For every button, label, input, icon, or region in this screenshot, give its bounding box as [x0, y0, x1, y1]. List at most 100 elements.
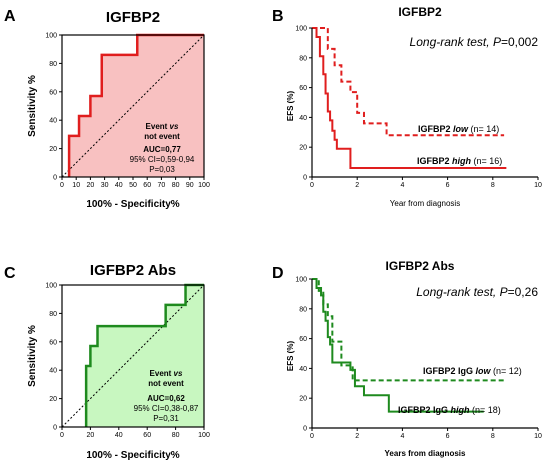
km-curve-b-low [312, 27, 505, 137]
panel-b: B IGFBP2 Long-rank test, P=0,002 0 2 4 6 8 10… [272, 5, 542, 208]
chart-title-c: IGFBP2 Abs [90, 262, 176, 279]
x-tick-label-a: 60 [143, 182, 151, 189]
panel-d: D IGFBP2 Abs Long-rank test, P=0,26 0 2 4 6… [272, 259, 542, 458]
y-tick-label-b: 40 [299, 115, 307, 122]
roc-curve-c [84, 283, 204, 427]
x-tick-label-d: 4 [400, 433, 404, 440]
annotation-a-line1: Event vs [146, 122, 179, 131]
y-tick-label-b: 0 [303, 174, 307, 181]
y-tick-label-d: 20 [299, 396, 307, 403]
y-tick-label-d: 0 [303, 425, 307, 432]
y-tick-label-d: 40 [299, 366, 307, 373]
y-axis-label-c: Sensitivity % [27, 325, 38, 387]
annotation-a: Event vs not event AUC=0,77 95% CI=0,59-… [130, 122, 195, 174]
x-tick-label-a: 50 [129, 182, 137, 189]
roc-curve-a [67, 33, 204, 177]
x-tick-label-a: 30 [101, 182, 109, 189]
legend-b-high: IGFBP2 high (n= 16) [417, 156, 502, 166]
axes-c: 0 20 40 60 80 100 0 20 40 60 80 100 [45, 282, 210, 439]
x-tick-label-c: 20 [87, 432, 95, 439]
panel-letter-b: B [272, 8, 284, 25]
x-tick-label-d: 0 [310, 433, 314, 440]
y-tick-label-a: 20 [49, 146, 57, 153]
x-tick-label-c: 40 [115, 432, 123, 439]
y-tick-label-b: 80 [299, 55, 307, 62]
x-axis-label-c: 100% - Specificity% [86, 450, 179, 461]
annotation-c-line1: Event vs [150, 369, 183, 378]
x-tick-label-d: 6 [446, 433, 450, 440]
annotation-c-line2: not event [148, 379, 184, 388]
roc-fill-c [86, 285, 204, 427]
chart-title-d: IGFBP2 Abs [386, 259, 455, 273]
reference-diagonal-a [61, 34, 205, 178]
legend-d-low: IGFBP2 IgG low (n= 12) [423, 366, 522, 376]
annotation-a-line2: not event [144, 132, 180, 141]
auc-a: AUC=0,77 [143, 145, 181, 154]
y-tick-label-a: 60 [49, 89, 57, 96]
panel-letter-c: C [4, 265, 16, 282]
y-tick-label-c: 100 [45, 282, 57, 289]
x-tick-label-c: 80 [172, 432, 180, 439]
x-tick-label-a: 70 [158, 182, 166, 189]
km-curve-d-high [312, 278, 484, 413]
x-tick-label-a: 10 [72, 182, 80, 189]
ci-a: 95% CI=0,59-0,94 [130, 155, 195, 164]
axes-a: 0 10 20 30 40 50 60 70 80 90 100 0 20 40 60 80 100 [45, 32, 210, 189]
test-label-d: Long-rank test, P=0,26 [416, 285, 538, 299]
y-axis-label-d: EFS (%) [286, 341, 295, 372]
y-axis-label-a: Sensitivity % [27, 75, 38, 137]
plot-frame-c [61, 284, 205, 428]
x-tick-label-b: 8 [491, 182, 495, 189]
km-curve-d-low [312, 278, 507, 382]
y-tick-label-c: 40 [49, 368, 57, 375]
y-tick-label-c: 60 [49, 339, 57, 346]
x-tick-label-a: 20 [87, 182, 95, 189]
x-tick-label-b: 2 [355, 182, 359, 189]
x-tick-label-a: 40 [115, 182, 123, 189]
chart-title-b: IGFBP2 [398, 5, 442, 19]
x-tick-label-b: 4 [400, 182, 404, 189]
y-tick-label-a: 100 [45, 32, 57, 39]
x-tick-label-a: 80 [172, 182, 180, 189]
x-tick-label-c: 100 [198, 432, 210, 439]
x-tick-label-d: 2 [355, 433, 359, 440]
x-tick-label-c: 60 [143, 432, 151, 439]
test-label-b: Long-rank test, P=0,002 [410, 35, 539, 49]
km-curve-b-high [312, 27, 507, 170]
x-axis-label-d: Years from diagnosis [385, 449, 466, 458]
x-tick-label-a: 90 [186, 182, 194, 189]
y-tick-label-d: 60 [299, 336, 307, 343]
x-tick-label-a: 100 [198, 182, 210, 189]
panel-letter-a: A [4, 8, 16, 25]
y-tick-label-a: 0 [53, 174, 57, 181]
panel-letter-d: D [272, 265, 284, 282]
y-tick-label-c: 80 [49, 311, 57, 318]
y-tick-label-c: 0 [53, 424, 57, 431]
legend-d-high: IGFBP2 IgG high (n= 18) [398, 405, 501, 415]
pvalue-a: P=0,03 [149, 165, 175, 174]
panel-c: C IGFBP2 Abs 0 20 40 60 80 100 0 20 40 60 80 100 10… [4, 262, 210, 461]
chart-title-a: IGFBP2 [106, 9, 160, 26]
x-axis-label-a: 100% - Specificity% [86, 199, 179, 210]
y-tick-label-a: 80 [49, 61, 57, 68]
x-axis-label-b: Year from diagnosis [390, 199, 460, 208]
x-tick-label-b: 10 [534, 182, 542, 189]
y-axis-label-b: EFS (%) [286, 91, 295, 122]
x-tick-label-d: 8 [491, 433, 495, 440]
y-tick-label-a: 40 [49, 118, 57, 125]
legend-b-low: IGFBP2 low (n= 14) [418, 124, 499, 134]
y-tick-label-b: 60 [299, 85, 307, 92]
x-tick-label-a: 0 [60, 182, 64, 189]
pvalue-c: P=0,31 [153, 414, 179, 423]
x-tick-label-d: 10 [534, 433, 542, 440]
auc-c: AUC=0,62 [147, 394, 185, 403]
y-tick-label-c: 20 [49, 396, 57, 403]
panel-a: A IGFBP2 0 10 20 30 40 50 60 70 80 90 100 0 20 40 60 80… [4, 8, 210, 210]
y-tick-label-b: 100 [295, 25, 307, 32]
annotation-c: Event vs not event AUC=0,62 95% CI=0,38-… [134, 369, 199, 423]
x-tick-label-b: 0 [310, 182, 314, 189]
y-tick-label-b: 20 [299, 145, 307, 152]
x-tick-label-b: 6 [446, 182, 450, 189]
